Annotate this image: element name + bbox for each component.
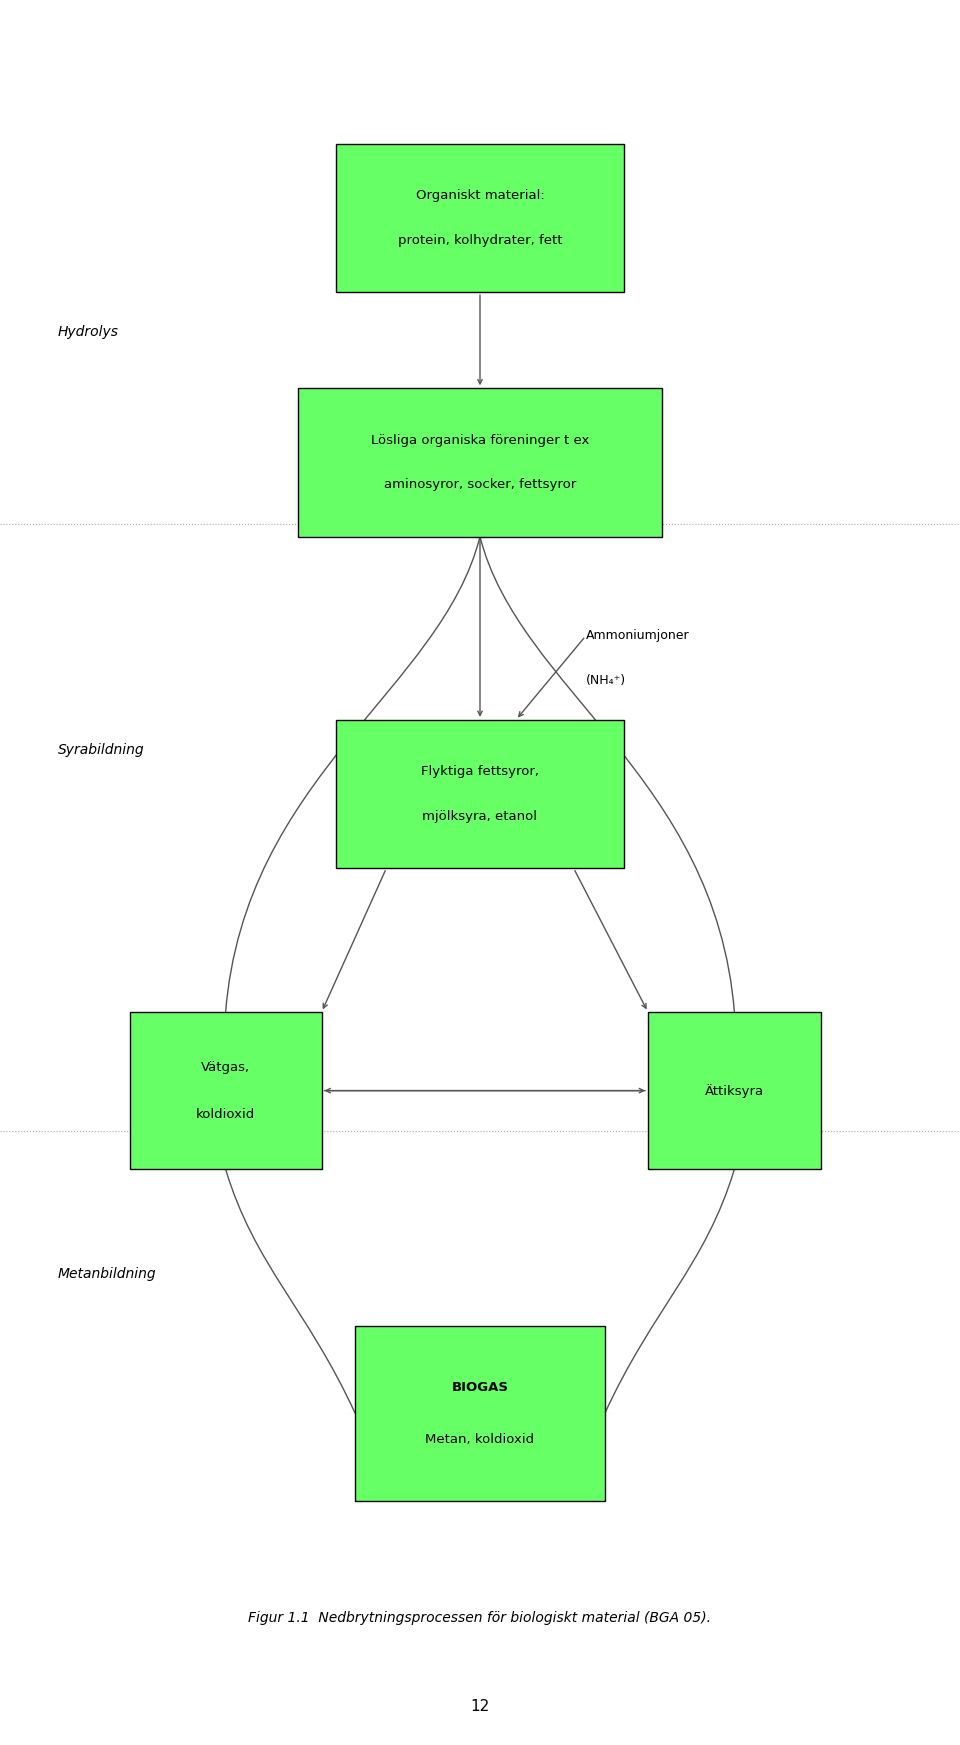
Text: aminosyror, socker, fettsyror: aminosyror, socker, fettsyror (384, 478, 576, 490)
Text: mjölksyra, etanol: mjölksyra, etanol (422, 810, 538, 822)
FancyBboxPatch shape (336, 721, 624, 867)
Text: (NH₄⁺): (NH₄⁺) (586, 674, 626, 688)
Text: protein, kolhydrater, fett: protein, kolhydrater, fett (397, 234, 563, 246)
Text: Flyktiga fettsyror,: Flyktiga fettsyror, (421, 766, 539, 778)
FancyBboxPatch shape (336, 145, 624, 291)
Text: Vätgas,: Vätgas, (201, 1061, 251, 1073)
Text: Ammoniumjoner: Ammoniumjoner (586, 628, 689, 642)
FancyBboxPatch shape (298, 389, 662, 537)
Text: Ättiksyra: Ättiksyra (705, 1084, 764, 1098)
Text: Lösliga organiska föreninger t ex: Lösliga organiska föreninger t ex (371, 435, 589, 447)
Text: Figur 1.1  Nedbrytningsprocessen för biologiskt material (BGA 05).: Figur 1.1 Nedbrytningsprocessen för biol… (249, 1611, 711, 1625)
Text: BIOGAS: BIOGAS (451, 1380, 509, 1394)
Text: Metan, koldioxid: Metan, koldioxid (425, 1433, 535, 1447)
FancyBboxPatch shape (648, 1012, 821, 1169)
FancyBboxPatch shape (355, 1326, 605, 1501)
Text: Metanbildning: Metanbildning (58, 1267, 156, 1281)
FancyBboxPatch shape (130, 1012, 322, 1169)
Text: Syrabildning: Syrabildning (58, 743, 144, 757)
Text: koldioxid: koldioxid (196, 1108, 255, 1120)
Text: Hydrolys: Hydrolys (58, 325, 119, 339)
Text: 12: 12 (470, 1700, 490, 1714)
Text: Organiskt material:: Organiskt material: (416, 190, 544, 202)
